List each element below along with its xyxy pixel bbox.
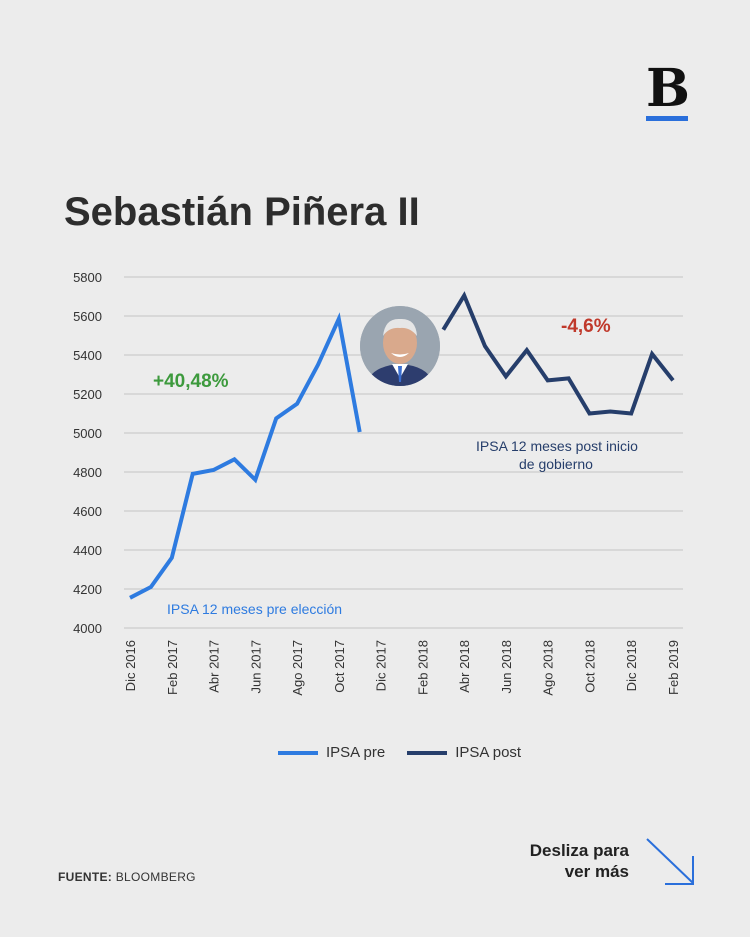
y-tick-label: 4200 [73,582,102,597]
x-tick-label: Oct 2018 [582,640,597,693]
y-tick-label: 5800 [73,270,102,285]
y-tick-label: 5200 [73,387,102,402]
legend-swatch-post [407,750,448,755]
legend-label-post: IPSA post [455,744,522,761]
post-change-label: -4,6% [561,316,611,337]
x-tick-label: Dic 2016 [123,640,138,691]
brand-logo-letter: B [646,58,690,119]
legend-label-pre: IPSA pre [326,744,386,761]
x-tick-label: Abr 2017 [207,640,222,693]
y-tick-label: 5400 [73,348,102,363]
brand-logo: B [646,58,690,121]
y-tick-label: 5000 [73,426,102,441]
y-tick-label: 5600 [73,309,102,324]
legend-item-pre: IPSA pre [278,744,385,761]
arrow-down-right-icon[interactable] [644,836,698,890]
series-line-ipsa-post [441,291,675,416]
source-label: FUENTE: [58,870,113,884]
x-tick-label: Oct 2017 [332,640,347,693]
portrait-image [360,306,440,386]
x-tick-label: Dic 2018 [624,640,639,691]
x-tick-label: Ago 2017 [290,640,305,696]
legend-item-post: IPSA post [407,744,521,761]
x-tick-label: Jun 2017 [248,640,263,694]
swipe-hint-line-2: ver más [564,862,629,881]
x-tick-label: Feb 2018 [415,640,430,695]
pre-note: IPSA 12 meses pre elección [167,601,343,617]
y-tick-label: 4600 [73,504,102,519]
x-axis-ticks: Dic 2016 Feb 2017 Abr 2017 Jun 2017 Ago 2017… [123,640,681,696]
y-axis-ticks: 4000 4200 4400 4600 4800 5000 5200 5400 5600 5800 [73,270,102,636]
chart-series [129,291,675,600]
legend-swatch-pre [278,750,318,755]
page-title: Sebastián Piñera II [64,190,420,234]
x-tick-label: Abr 2018 [457,640,472,693]
x-tick-label: Feb 2017 [165,640,180,695]
source-value: BLOOMBERG [115,870,196,884]
y-tick-label: 4800 [73,465,102,480]
y-tick-label: 4000 [73,621,102,636]
pre-change-label: +40,48% [153,371,229,392]
series-line-ipsa-pre [129,312,362,600]
chart-legend: IPSA pre IPSA post [278,744,521,761]
brand-logo-underline [646,116,688,121]
swipe-hint-line-1: Desliza para [529,841,629,860]
post-note-line-2: de gobierno [519,456,593,472]
y-tick-label: 4400 [73,543,102,558]
source-credit: FUENTE: BLOOMBERG [58,870,196,884]
x-tick-label: Feb 2019 [666,640,681,695]
post-note-line-1: IPSA 12 meses post inicio [476,438,638,454]
swipe-hint[interactable]: Desliza para ver más [505,840,629,882]
x-tick-label: Jun 2018 [499,640,514,694]
x-tick-label: Dic 2017 [374,640,389,691]
x-tick-label: Ago 2018 [541,640,556,696]
